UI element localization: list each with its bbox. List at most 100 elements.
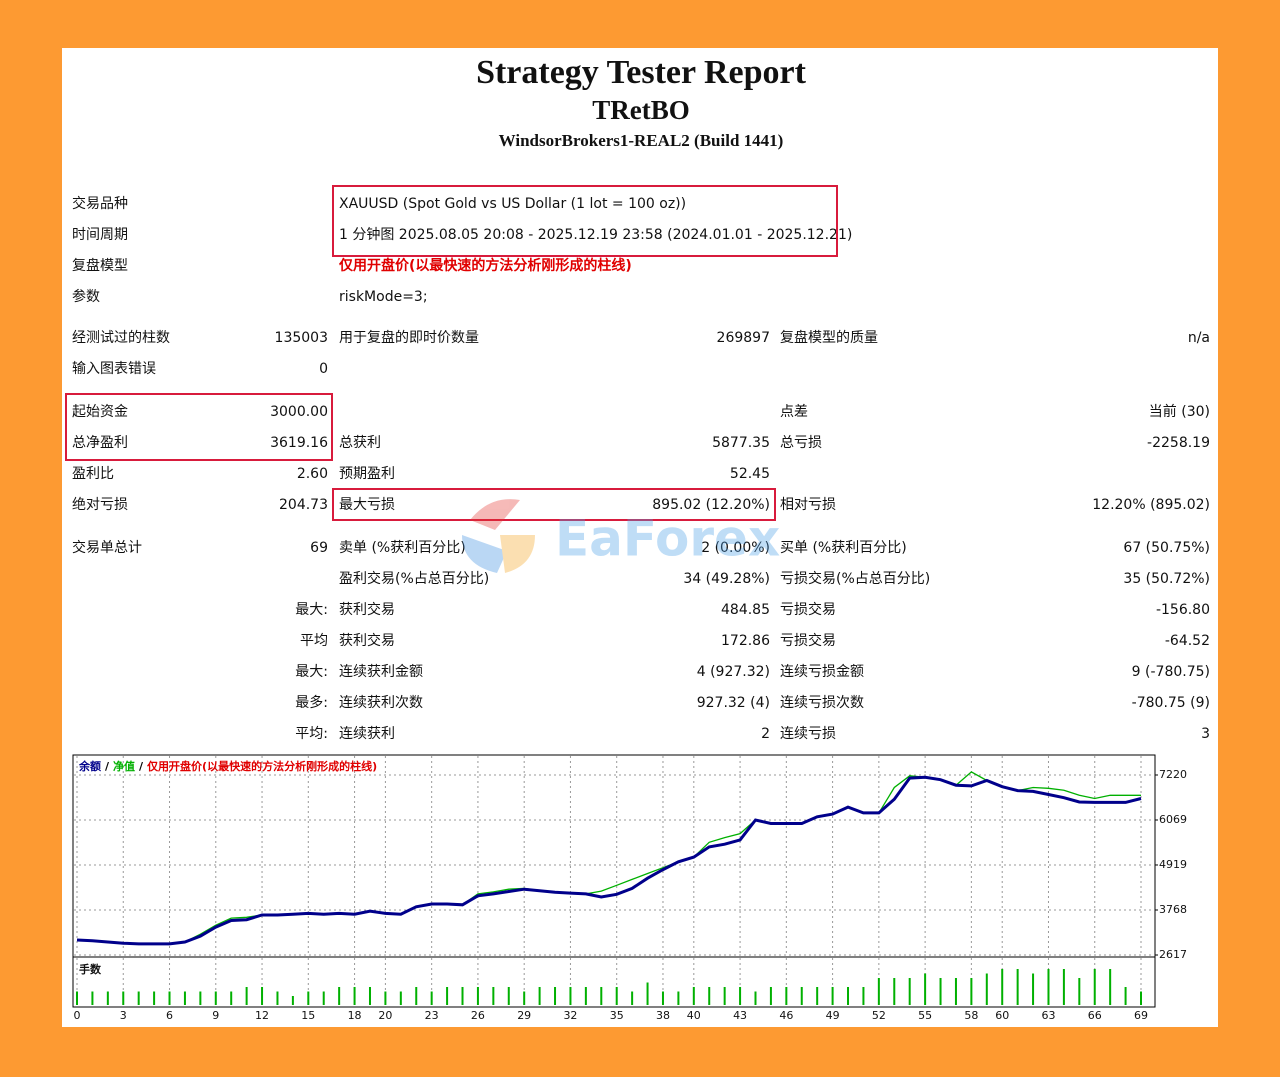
stat-value: 3619.16 [270,435,328,451]
volume-bar [1140,991,1142,1005]
x-tick-label: 66 [1088,1009,1102,1022]
volume-bar [1047,969,1050,1005]
stat-value: n/a [1188,330,1210,346]
volume-bar [908,978,911,1005]
stat-value: 52.45 [730,466,770,482]
stat-label: 起始资金 [72,404,128,420]
row-label: 参数 [72,288,100,305]
volume-bar [1001,969,1004,1005]
stat-value: 34 (49.28%) [683,571,770,587]
stat-label: 获利交易 [339,601,395,618]
watermark-logo [500,535,535,573]
volume-bar [137,991,140,1005]
volume-bar [569,987,572,1005]
stat-value: 895.02 (12.20%) [652,497,770,513]
stat-value: 当前 (30) [1149,403,1210,420]
volume-bar [1016,969,1019,1005]
volume-bar [800,987,803,1005]
volume-bar [847,987,850,1005]
volume-bar [877,978,880,1005]
x-tick-label: 29 [517,1009,531,1022]
stat-value: 135003 [275,330,328,346]
stat-value: -64.52 [1165,633,1210,649]
volume-bar [893,978,896,1005]
stat-value: 35 (50.72%) [1123,571,1210,587]
stat-label: 买单 (%获利百分比) [780,540,907,556]
volume-bar [399,991,402,1005]
stat-value: 69 [310,540,328,556]
stat-label: 绝对亏损 [72,497,128,513]
volume-bar [523,991,526,1005]
x-tick-label: 9 [212,1009,219,1022]
stat-value: -780.75 (9) [1132,695,1210,711]
stat-value: 12.20% (895.02) [1092,497,1210,513]
stat-value: 484.85 [721,602,770,618]
y-tick-label: 3768 [1159,903,1187,916]
x-tick-label: 43 [733,1009,747,1022]
stat-label: 用于复盘的即时价数量 [339,329,479,346]
stat-value: 最大: [295,602,328,618]
stat-label: 获利交易 [339,632,395,649]
x-tick-label: 40 [687,1009,701,1022]
volume-bar [1124,987,1127,1005]
volume-bar [1093,969,1096,1005]
volume-bar [199,991,202,1005]
volume-bar [322,991,325,1005]
stat-label: 预期盈利 [339,466,395,482]
volume-bar [368,987,371,1005]
volume-bar [584,987,587,1005]
y-tick-label: 6069 [1159,813,1187,826]
row-value: XAUUSD (Spot Gold vs US Dollar (1 lot = … [339,196,686,212]
watermark-logo [470,499,520,530]
chart-frame [72,754,1156,958]
x-tick-label: 15 [301,1009,315,1022]
x-tick-label: 12 [255,1009,269,1022]
volume-frame [72,956,1156,1008]
volume-bar [214,991,217,1005]
volume-label: 手数 [79,962,102,976]
x-tick-label: 55 [918,1009,932,1022]
x-tick-label: 49 [826,1009,840,1022]
x-tick-label: 38 [656,1009,670,1022]
stat-value: 927.32 (4) [697,695,770,711]
y-tick-label: 7220 [1159,768,1187,781]
x-tick-label: 18 [348,1009,362,1022]
stat-label: 复盘模型的质量 [780,329,878,346]
stat-value: 0 [319,361,328,377]
volume-bar [230,991,233,1005]
volume-bar [970,978,973,1005]
volume-bar [76,991,78,1005]
stat-value: 3000.00 [270,404,328,420]
x-tick-label: 6 [166,1009,173,1022]
highlight-box [332,488,776,521]
stat-label: 连续亏损 [780,725,836,742]
stat-value: 最大: [295,664,328,680]
legend-separator: / [105,760,110,773]
volume-bar [1032,973,1035,1005]
stat-label: 相对亏损 [780,497,836,513]
x-tick-label: 58 [964,1009,978,1022]
volume-bar [985,973,988,1005]
volume-bar [708,987,711,1005]
stat-label: 亏损交易(%占总百分比) [780,570,930,587]
stat-label: 输入图表错误 [72,361,156,377]
volume-bar [307,991,310,1005]
volume-bar [739,987,742,1005]
volume-bar [1062,969,1065,1005]
stat-value: 204.73 [279,497,328,513]
stat-label: 连续亏损金额 [780,663,864,680]
highlight-box [332,185,838,257]
stat-value: -2258.19 [1147,435,1210,451]
stat-label: 连续获利次数 [339,694,423,711]
legend-entry: 净值 [113,759,135,773]
volume-bar [554,987,557,1005]
stat-label: 最大亏损 [339,497,395,513]
row-value: 仅用开盘价(以最快速的方法分析刚形成的柱线) [338,257,632,274]
volume-bar [91,991,94,1005]
volume-bar [245,987,248,1005]
stat-label: 总获利 [339,435,381,451]
volume-bar [816,987,819,1005]
